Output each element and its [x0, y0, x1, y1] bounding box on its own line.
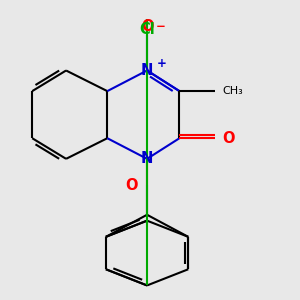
Text: O: O: [222, 131, 235, 146]
Text: O: O: [126, 178, 138, 193]
Text: N: N: [141, 151, 153, 166]
Text: O: O: [141, 19, 153, 34]
Text: CH₃: CH₃: [222, 86, 243, 96]
Text: +: +: [157, 57, 167, 70]
Text: N: N: [141, 63, 153, 78]
Text: −: −: [155, 20, 165, 33]
Text: Cl: Cl: [139, 22, 155, 37]
